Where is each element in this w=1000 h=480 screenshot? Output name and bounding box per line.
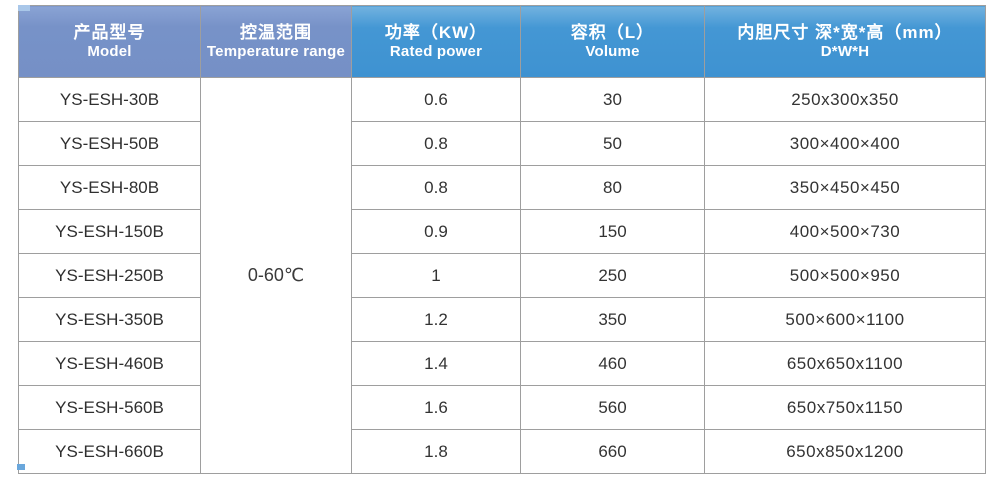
table-row: YS-ESH-30B 0-60℃ 0.6 30 250x300x350 [18, 77, 986, 474]
size-cell: 300×400×400 [704, 121, 986, 166]
size-cell: 500×600×1100 [704, 297, 986, 342]
size-cell: 650x750x1150 [704, 385, 986, 430]
power-cell: 1.2 [351, 297, 521, 342]
column-header-model-zh: 产品型号 [73, 22, 146, 42]
power-cell: 1.6 [351, 385, 521, 430]
column-header-rated-power-zh: 功率（KW） [384, 22, 488, 42]
column-header-volume-en: Volume [585, 42, 640, 60]
size-cell: 400×500×730 [704, 209, 986, 254]
power-cell: 0.9 [351, 209, 521, 254]
table-row: YS-ESH-50B 0.8 50 300×400×400 [18, 121, 986, 166]
column-header-model: 产品型号 Model [18, 5, 201, 78]
table-row: YS-ESH-150B 0.9 150 400×500×730 [18, 209, 986, 254]
size-cell: 650x650x1100 [704, 341, 986, 386]
table-row: YS-ESH-660B 1.8 660 650x850x1200 [18, 429, 986, 474]
model-cell: YS-ESH-560B [18, 385, 201, 430]
model-cell: YS-ESH-350B [18, 297, 201, 342]
volume-cell: 50 [520, 121, 705, 166]
power-cell: 0.6 [351, 77, 521, 122]
column-header-rated-power-en: Rated power [389, 42, 483, 60]
header-row: 产品型号 Model 控温范围 Temperature range 功率（KW）… [18, 5, 986, 78]
column-header-inner-size-zh: 内胆尺寸 深*宽*高（mm） [737, 22, 953, 42]
model-cell: YS-ESH-660B [18, 429, 201, 474]
table-row: YS-ESH-80B 0.8 80 350×450×450 [18, 165, 986, 210]
size-cell: 650x850x1200 [704, 429, 986, 474]
size-cell: 500×500×950 [704, 253, 986, 298]
spec-table: 产品型号 Model 控温范围 Temperature range 功率（KW）… [18, 5, 986, 474]
power-cell: 0.8 [351, 121, 521, 166]
column-header-inner-size-en: D*W*H [820, 42, 870, 60]
table-row: YS-ESH-460B 1.4 460 650x650x1100 [18, 341, 986, 386]
product-spec-table: 产品型号 Model 控温范围 Temperature range 功率（KW）… [17, 5, 986, 474]
volume-cell: 460 [520, 341, 705, 386]
model-cell: YS-ESH-50B [18, 121, 201, 166]
column-header-temperature-range: 控温范围 Temperature range [200, 5, 352, 78]
volume-cell: 250 [520, 253, 705, 298]
spec-table-header: 产品型号 Model 控温范围 Temperature range 功率（KW）… [18, 5, 986, 78]
column-header-temperature-range-zh: 控温范围 [240, 22, 312, 42]
power-cell: 0.8 [351, 165, 521, 210]
column-header-model-en: Model [87, 42, 132, 60]
volume-cell: 30 [520, 77, 705, 122]
column-header-inner-size: 内胆尺寸 深*宽*高（mm） D*W*H [704, 5, 986, 78]
model-cell: YS-ESH-460B [18, 341, 201, 386]
table-row: YS-ESH-250B 1 250 500×500×950 [18, 253, 986, 298]
volume-cell: 350 [520, 297, 705, 342]
volume-cell: 80 [520, 165, 705, 210]
size-cell: 250x300x350 [704, 77, 986, 122]
table-row: YS-ESH-350B 1.2 350 500×600×1100 [18, 297, 986, 342]
power-cell: 1.8 [351, 429, 521, 474]
spec-table-body: YS-ESH-30B 0-60℃ 0.6 30 250x300x350 YS-E… [18, 77, 986, 474]
model-cell: YS-ESH-150B [18, 209, 201, 254]
power-cell: 1.4 [351, 341, 521, 386]
model-cell: YS-ESH-30B [18, 77, 201, 122]
power-cell: 1 [351, 253, 521, 298]
volume-cell: 560 [520, 385, 705, 430]
model-cell: YS-ESH-80B [18, 165, 201, 210]
volume-cell: 660 [520, 429, 705, 474]
table-row: YS-ESH-560B 1.6 560 650x750x1150 [18, 385, 986, 430]
column-header-temperature-range-en: Temperature range [206, 42, 346, 60]
temperature-range-cell: 0-60℃ [200, 77, 352, 474]
model-cell: YS-ESH-250B [18, 253, 201, 298]
volume-cell: 150 [520, 209, 705, 254]
size-cell: 350×450×450 [704, 165, 986, 210]
column-header-rated-power: 功率（KW） Rated power [351, 5, 521, 78]
column-header-volume: 容积（L） Volume [520, 5, 705, 78]
column-header-volume-zh: 容积（L） [570, 22, 655, 42]
